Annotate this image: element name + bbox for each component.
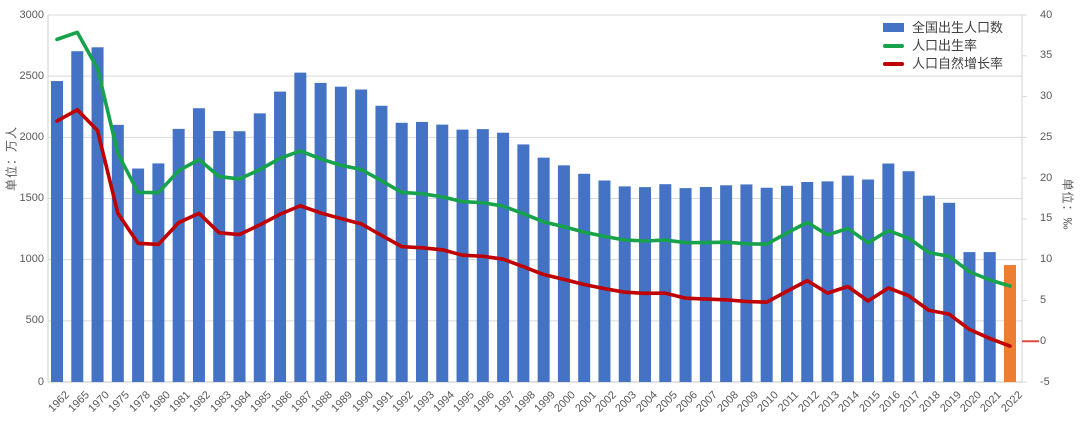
bar-1985 xyxy=(253,113,266,382)
bar-1965 xyxy=(71,51,84,383)
bar-1983 xyxy=(213,130,226,382)
right-axis-tick-label: -5 xyxy=(1040,375,1050,388)
bar-1993 xyxy=(415,121,428,382)
left-axis-tick-label: 500 xyxy=(25,314,44,327)
bar-1998 xyxy=(517,144,530,382)
bar-2001 xyxy=(578,173,591,382)
bar-1982 xyxy=(192,108,205,382)
bar-2004 xyxy=(639,187,652,382)
right-axis-tick-label: 15 xyxy=(1040,212,1053,225)
legend-label-natural-growth: 人口自然增长率 xyxy=(912,56,1004,71)
bar-2022 xyxy=(1004,265,1016,382)
bar-2020 xyxy=(963,252,976,382)
right-axis-tick-label: 5 xyxy=(1040,293,1047,306)
bar-2009 xyxy=(740,184,753,382)
bar-2014 xyxy=(841,175,854,382)
natural-growth-line xyxy=(55,107,1012,348)
right-axis-tick-label: 20 xyxy=(1040,171,1053,184)
bar-1994 xyxy=(436,124,449,383)
bar-2019 xyxy=(943,202,956,382)
legend-item-births: 全国出生人口数 xyxy=(883,20,1003,35)
bar-1989 xyxy=(334,86,347,383)
left-axis-tick-label: 0 xyxy=(37,375,44,388)
right-axis-tick-label: 0 xyxy=(1040,334,1047,347)
right-axis-tick-label: 30 xyxy=(1040,90,1053,103)
bar-1988 xyxy=(314,82,327,383)
bar-1975 xyxy=(111,124,124,382)
birth-rate-line xyxy=(55,30,1012,288)
legend-swatch-red-line-icon xyxy=(883,61,904,66)
bar-2015 xyxy=(862,179,875,382)
legend-label-births: 全国出生人口数 xyxy=(912,20,1004,35)
bar-1997 xyxy=(497,132,510,382)
left-axis-title: 单位：万人 xyxy=(4,126,19,192)
bar-1990 xyxy=(355,89,368,382)
bar-2006 xyxy=(679,188,692,382)
left-axis-tick-label: 2500 xyxy=(19,69,44,82)
bar-2008 xyxy=(720,185,733,382)
right-axis-tick-label: 40 xyxy=(1040,8,1053,21)
bar-1991 xyxy=(375,105,388,382)
right-axis-tick-label: 35 xyxy=(1040,49,1053,62)
bar-1987 xyxy=(294,72,307,382)
bar-2007 xyxy=(699,187,712,382)
bar-1980 xyxy=(152,163,165,382)
bar-1962 xyxy=(51,81,63,382)
legend-label-birth-rate: 人口出生率 xyxy=(912,38,978,53)
bar-2011 xyxy=(780,185,793,382)
legend-swatch-bar-icon xyxy=(883,23,904,32)
bar-2003 xyxy=(618,186,631,382)
bar-2002 xyxy=(598,180,611,382)
bar-1981 xyxy=(172,128,185,382)
bar-2017 xyxy=(902,171,915,382)
legend: 全国出生人口数 人口出生率 人口自然增长率 xyxy=(883,20,1003,71)
bar-1999 xyxy=(537,157,550,382)
bar-2021 xyxy=(983,252,996,382)
right-axis-title: 单位：‰ xyxy=(1060,178,1075,231)
bar-1992 xyxy=(395,122,408,382)
legend-swatch-green-line-icon xyxy=(883,43,904,48)
left-axis-tick-label: 1500 xyxy=(19,192,44,204)
bar-1984 xyxy=(233,131,246,382)
bar-2013 xyxy=(821,181,834,382)
bar-2018 xyxy=(922,195,935,382)
right-axis-tick-label: 10 xyxy=(1040,253,1053,266)
left-axis-tick-label: 1000 xyxy=(19,253,44,266)
bar-1986 xyxy=(274,91,287,383)
bar-2016 xyxy=(882,163,895,382)
bar-2005 xyxy=(659,184,672,382)
left-axis-tick-label: 3000 xyxy=(19,8,44,21)
bar-2000 xyxy=(557,165,570,382)
bar-2010 xyxy=(760,187,773,382)
legend-item-birth-rate: 人口出生率 xyxy=(883,38,1003,53)
right-axis-tick-label: 25 xyxy=(1040,130,1053,143)
bar-1978 xyxy=(132,168,145,382)
bar-1970 xyxy=(91,47,104,383)
legend-item-natural-growth: 人口自然增长率 xyxy=(883,56,1003,71)
left-axis-tick-label: 2000 xyxy=(19,130,44,143)
